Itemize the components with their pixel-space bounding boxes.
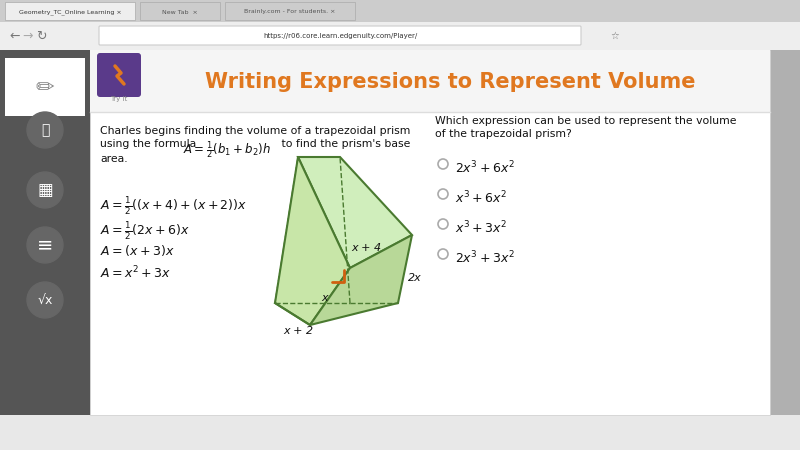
Text: $A = \frac{1}{2}(b_1 + b_2)h$: $A = \frac{1}{2}(b_1 + b_2)h$ bbox=[183, 139, 271, 161]
Text: to find the prism's base: to find the prism's base bbox=[278, 139, 410, 149]
FancyBboxPatch shape bbox=[0, 0, 800, 22]
Text: New Tab  ×: New Tab × bbox=[162, 9, 198, 14]
Text: 2x: 2x bbox=[408, 273, 422, 283]
FancyBboxPatch shape bbox=[225, 2, 355, 20]
FancyBboxPatch shape bbox=[99, 26, 581, 45]
Text: 🎧: 🎧 bbox=[41, 123, 49, 137]
Text: →: → bbox=[22, 30, 34, 42]
Text: $A = \frac{1}{2}((x + 4) + (x + 2))x$: $A = \frac{1}{2}((x + 4) + (x + 2))x$ bbox=[100, 195, 247, 217]
Polygon shape bbox=[298, 157, 412, 268]
Circle shape bbox=[27, 227, 63, 263]
Text: Charles begins finding the volume of a trapezoidal prism: Charles begins finding the volume of a t… bbox=[100, 126, 410, 136]
Text: Writing Expressions to Represent Volume: Writing Expressions to Represent Volume bbox=[205, 72, 695, 92]
Text: √x: √x bbox=[38, 293, 53, 306]
FancyBboxPatch shape bbox=[0, 0, 800, 50]
Text: $A = (x + 3)x$: $A = (x + 3)x$ bbox=[100, 243, 174, 258]
Text: Try It: Try It bbox=[110, 96, 128, 102]
FancyBboxPatch shape bbox=[0, 22, 800, 50]
Text: x + 4: x + 4 bbox=[351, 243, 381, 253]
Text: x + 2: x + 2 bbox=[283, 326, 313, 336]
Circle shape bbox=[27, 282, 63, 318]
Text: ←: ← bbox=[10, 30, 20, 42]
Text: $x^3 + 3x^2$: $x^3 + 3x^2$ bbox=[455, 220, 507, 237]
Text: Brainly.com - For students. ×: Brainly.com - For students. × bbox=[244, 9, 336, 14]
FancyBboxPatch shape bbox=[90, 50, 770, 112]
Text: ≡: ≡ bbox=[37, 235, 53, 255]
Text: https://r06.core.learn.edgenuity.com/Player/: https://r06.core.learn.edgenuity.com/Pla… bbox=[263, 33, 417, 39]
Circle shape bbox=[27, 172, 63, 208]
Text: $2x^3 + 3x^2$: $2x^3 + 3x^2$ bbox=[455, 250, 514, 266]
Text: $A = x^2 + 3x$: $A = x^2 + 3x$ bbox=[100, 265, 171, 282]
Text: ↻: ↻ bbox=[36, 30, 46, 42]
Text: area.: area. bbox=[100, 154, 128, 164]
FancyBboxPatch shape bbox=[5, 2, 135, 20]
Text: Geometry_TC_Online Learning ×: Geometry_TC_Online Learning × bbox=[18, 9, 122, 15]
Text: $A = \frac{1}{2}(2x + 6)x$: $A = \frac{1}{2}(2x + 6)x$ bbox=[100, 220, 190, 242]
Text: Which expression can be used to represent the volume: Which expression can be used to represen… bbox=[435, 116, 737, 126]
Text: ▦: ▦ bbox=[37, 181, 53, 199]
Text: x: x bbox=[322, 293, 328, 303]
Text: ☆: ☆ bbox=[610, 31, 619, 41]
Polygon shape bbox=[310, 235, 412, 325]
Polygon shape bbox=[275, 157, 350, 325]
Text: of the trapezoidal prism?: of the trapezoidal prism? bbox=[435, 129, 572, 139]
Text: ✏: ✏ bbox=[36, 78, 54, 98]
FancyBboxPatch shape bbox=[97, 53, 141, 97]
Text: $x^3 + 6x^2$: $x^3 + 6x^2$ bbox=[455, 190, 507, 207]
Text: using the formula: using the formula bbox=[100, 139, 200, 149]
FancyBboxPatch shape bbox=[90, 50, 770, 415]
FancyBboxPatch shape bbox=[140, 2, 220, 20]
FancyBboxPatch shape bbox=[0, 50, 90, 415]
Circle shape bbox=[27, 112, 63, 148]
Text: $2x^3 + 6x^2$: $2x^3 + 6x^2$ bbox=[455, 160, 514, 176]
FancyBboxPatch shape bbox=[5, 58, 85, 116]
FancyBboxPatch shape bbox=[0, 415, 800, 450]
